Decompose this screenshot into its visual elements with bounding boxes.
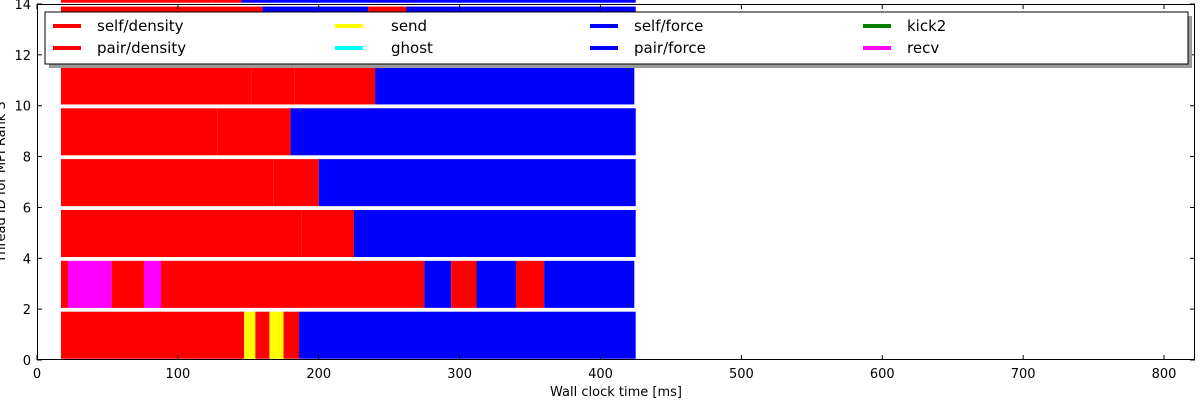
x-tick-label: 500 — [729, 367, 754, 382]
bar-segment — [60, 311, 245, 359]
bar-segment — [544, 260, 635, 308]
x-tick-label: 200 — [306, 367, 331, 382]
y-tick-label: 0 — [23, 354, 31, 369]
bar-segment — [60, 159, 274, 207]
legend-label: pair/density — [97, 39, 186, 57]
bar-segment — [515, 260, 545, 308]
bar-segment — [269, 311, 284, 359]
legend: self/density pair/density send ghost self/fo… — [44, 11, 1192, 68]
legend-label: self/force — [634, 17, 703, 35]
x-tick-label: 600 — [870, 367, 895, 382]
bar-segment — [160, 260, 425, 308]
legend-item: kick2 — [863, 17, 946, 35]
legend-item: send — [335, 17, 427, 35]
legend-item: self/force — [590, 17, 703, 35]
thread-row-2 — [60, 209, 636, 258]
y-tick-label: 10 — [14, 100, 31, 115]
legend-label: pair/force — [634, 39, 706, 57]
x-tick-label: 0 — [33, 367, 41, 382]
bar-segment — [244, 311, 256, 359]
legend-label: ghost — [391, 39, 433, 57]
bar-segment — [424, 260, 452, 308]
legend-item: pair/force — [590, 39, 706, 57]
legend-label: send — [391, 17, 427, 35]
legend-label: self/density — [97, 17, 184, 35]
y-tick-label: 12 — [14, 49, 31, 64]
bar-segment — [60, 108, 218, 156]
x-axis-label: Wall clock time [ms] — [550, 385, 682, 400]
x-tick-label: 300 — [447, 367, 472, 382]
bar-segment — [67, 260, 112, 308]
thread-row-1 — [60, 260, 635, 308]
bar-segment — [241, 0, 636, 3]
legend-box — [44, 11, 1189, 65]
y-tick-label: 6 — [23, 201, 31, 216]
x-tick-label: 100 — [165, 367, 190, 382]
legend-item: self/density — [53, 17, 184, 35]
y-tick-label: 8 — [23, 151, 31, 166]
bar-segment — [60, 0, 212, 3]
bar-segment — [283, 311, 300, 359]
bar-segment — [255, 311, 270, 359]
y-tick-label: 2 — [23, 303, 31, 318]
y-tick-label: 14 — [14, 0, 31, 13]
bar-segment — [476, 260, 516, 308]
bar-segment — [451, 260, 477, 308]
thread-row-7 — [60, 0, 636, 3]
thread-row-4 — [60, 108, 636, 156]
bar-segment — [290, 108, 636, 156]
x-tick-label: 700 — [1011, 367, 1036, 382]
bar-segment — [318, 159, 636, 207]
thread-row-0 — [60, 311, 636, 359]
legend-label: kick2 — [907, 17, 946, 35]
bar-segment — [301, 209, 354, 258]
y-axis-label: Thread ID for MPI Rank 3 — [0, 101, 9, 263]
y-tick-label: 4 — [23, 252, 31, 267]
legend-item: pair/density — [53, 39, 186, 57]
x-tick-label: 800 — [1152, 367, 1177, 382]
bar-segment — [217, 108, 291, 156]
bar-segment — [211, 0, 242, 3]
bar-segment — [60, 209, 302, 258]
bar-segment — [299, 311, 636, 359]
bar-segment — [273, 159, 319, 207]
legend-item: recv — [863, 39, 939, 57]
bar-segment — [144, 260, 161, 308]
bar-segment — [111, 260, 145, 308]
bar-segment — [60, 260, 68, 308]
legend-item: ghost — [335, 39, 433, 57]
thread-row-3 — [60, 159, 636, 207]
plot-frame — [37, 4, 1195, 360]
ticks-layer: 0 100 200 300 400 500 600 700 800 0 2 4 6 8 10 12 14 — [14, 0, 1195, 382]
x-tick-label: 400 — [588, 367, 613, 382]
legend-label: recv — [907, 39, 939, 57]
bar-segment — [353, 209, 636, 258]
